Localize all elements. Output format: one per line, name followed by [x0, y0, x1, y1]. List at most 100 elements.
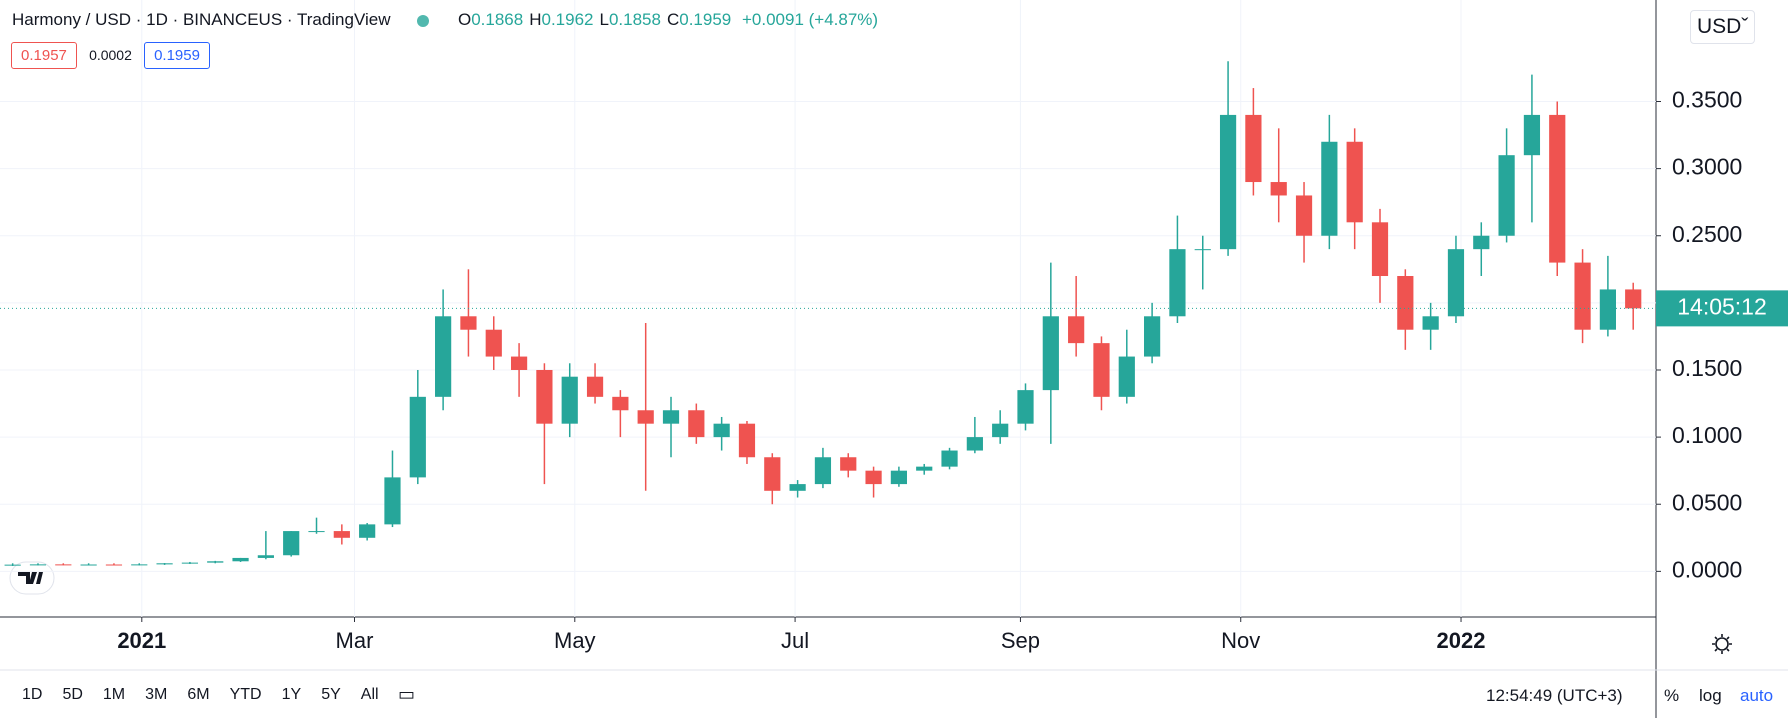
candle-body — [612, 396, 629, 411]
range-toolbar: 1D 5D 1M 3M 6M YTD 1Y 5Y All — [22, 686, 399, 704]
ohlc-values: O0.1868 H0.1962 L0.1858 C0.1959 — [452, 10, 731, 29]
currency-label: USD — [1697, 15, 1742, 38]
candle-body — [105, 564, 123, 566]
candle-body — [308, 531, 325, 533]
currency-button[interactable]: USDˇ — [1690, 10, 1756, 44]
range-button[interactable]: All — [360, 686, 379, 703]
candle-body — [156, 563, 173, 565]
candle-body — [1118, 356, 1135, 397]
candle-body — [1068, 316, 1085, 344]
candle-body — [1422, 316, 1439, 330]
candle-body — [409, 396, 426, 478]
range-button[interactable]: 1M — [102, 686, 126, 703]
countdown-label: 14:05:12 — [1677, 293, 1767, 319]
candle-body — [789, 484, 806, 491]
candle-body — [1599, 289, 1616, 330]
candle-body — [764, 457, 781, 491]
ohlc-value: 0.1959 — [679, 10, 732, 29]
range-button[interactable]: 5Y — [321, 686, 341, 703]
candle-body — [738, 423, 756, 458]
log-toggle[interactable]: log — [1699, 686, 1722, 705]
candle-body — [865, 470, 882, 485]
range-button[interactable]: YTD — [229, 686, 262, 703]
candle-body — [1371, 222, 1389, 277]
y-tick-label: 0.0500 — [1672, 489, 1742, 515]
candle-body — [1194, 249, 1211, 251]
candle-body — [890, 470, 908, 485]
candle-body — [333, 531, 350, 538]
range-button[interactable]: 1D — [22, 686, 43, 703]
candle-body — [1397, 276, 1414, 330]
ohlc-label: C — [666, 10, 680, 29]
candle-body — [55, 564, 72, 566]
candle-body — [992, 423, 1009, 438]
clock: 12:54:49 (UTC+3) — [1486, 686, 1623, 705]
candle-body — [536, 369, 553, 424]
candles — [4, 61, 1642, 566]
range-button[interactable]: 5D — [62, 686, 83, 703]
x-tick-label: Sep — [1001, 628, 1040, 653]
change: +0.0091 (+4.87%) — [741, 10, 879, 29]
x-tick-label: Mar — [336, 628, 374, 653]
x-tick-label: 2022 — [1437, 628, 1486, 653]
candle-body — [713, 423, 730, 438]
candle-body — [966, 437, 983, 451]
candle-body — [814, 457, 832, 485]
candle-body — [1219, 114, 1237, 250]
x-tick-label: 2021 — [117, 628, 166, 653]
candle-body — [232, 557, 249, 562]
order-boxes: 0.1957 0.0002 0.1959 — [11, 42, 210, 69]
candle-body — [4, 564, 21, 566]
range-button[interactable]: 1Y — [281, 686, 302, 703]
candle-body — [207, 561, 224, 563]
percent-toggle[interactable]: % — [1664, 686, 1680, 705]
candle-body — [941, 450, 958, 467]
symbol-title[interactable]: Harmony / USD · 1D · BINANCEUS · Trading… — [12, 10, 391, 29]
x-tick-label: Jul — [781, 628, 809, 653]
settings-icon[interactable] — [1712, 634, 1732, 654]
candle-body — [1169, 249, 1186, 317]
x-tick-label: May — [554, 628, 596, 653]
candle-body — [181, 562, 199, 564]
candle-body — [916, 466, 933, 471]
y-tick-label: 0.2500 — [1672, 221, 1742, 247]
candle-body — [1625, 289, 1642, 309]
candle-body — [1549, 114, 1566, 263]
buy-price[interactable]: 0.1959 — [144, 42, 210, 69]
y-tick-label: 0.3500 — [1672, 87, 1742, 113]
candle-body — [1017, 390, 1034, 424]
candle-body — [29, 564, 47, 566]
candle-body — [80, 564, 97, 566]
candle-body — [435, 316, 452, 397]
candle-body — [1295, 195, 1313, 236]
candle-body — [460, 316, 477, 330]
sell-price[interactable]: 0.1957 — [11, 42, 77, 69]
candle-body — [840, 457, 857, 471]
y-tick-label: 0.3000 — [1672, 154, 1742, 180]
range-button[interactable]: 6M — [187, 686, 210, 703]
candle-body — [510, 356, 528, 370]
candle-body — [688, 410, 705, 438]
ohlc-label: H — [529, 10, 542, 29]
candle-body — [283, 531, 300, 556]
date-range-icon[interactable]: ▭ — [398, 684, 416, 704]
y-tick-label: 0.0000 — [1672, 556, 1742, 582]
candle-body — [637, 410, 654, 424]
range-button[interactable]: 3M — [145, 686, 168, 703]
x-tick-label: Nov — [1221, 628, 1260, 653]
candle-body — [662, 410, 680, 424]
candle-body — [1498, 155, 1515, 236]
legend: Harmony / USD · 1D · BINANCEUS · Trading… — [12, 10, 878, 30]
auto-toggle[interactable]: auto — [1740, 686, 1774, 705]
candle-body — [1144, 316, 1161, 357]
candle-body — [1042, 316, 1059, 391]
candle-body — [1447, 249, 1465, 317]
candle-body — [1270, 182, 1287, 196]
status-dot — [417, 14, 430, 27]
candle-body — [257, 555, 274, 558]
candle-body — [561, 376, 578, 424]
candle-body — [1093, 343, 1110, 397]
candle-body — [1523, 114, 1541, 156]
